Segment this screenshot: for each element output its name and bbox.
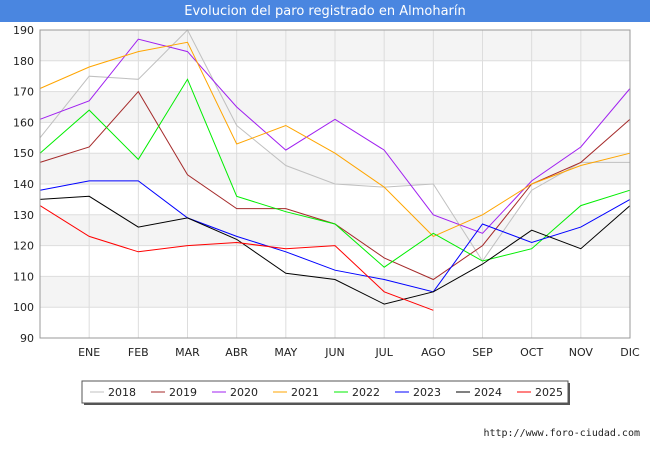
plot-frame — [39, 29, 631, 339]
legend-label-2024: 2024 — [474, 386, 502, 399]
series-line-2023 — [39, 180, 631, 293]
axes — [39, 29, 631, 339]
series-line-2025 — [39, 205, 434, 311]
x-tick-label: AGO — [421, 346, 446, 359]
y-tick-label: 90 — [20, 332, 34, 345]
y-tick-label: 190 — [13, 24, 34, 37]
x-tick-label: DIC — [620, 346, 640, 359]
legend-label-2020: 2020 — [230, 386, 258, 399]
legend-box — [81, 380, 569, 404]
y-tick-label: 100 — [13, 301, 34, 314]
legend: 2018 2019 2020 2021 2022 2023 2024 2025 — [81, 380, 570, 405]
y-axis-ticks: 90 100 110 120 130 140 150 160 170 180 190 — [13, 24, 34, 345]
series-line-2021 — [39, 41, 631, 237]
y-tick-label: 140 — [13, 178, 34, 191]
y-tick-label: 160 — [13, 116, 34, 129]
legend-label-2025: 2025 — [535, 386, 563, 399]
y-tick-label: 170 — [13, 86, 34, 99]
x-tick-label: MAR — [175, 346, 200, 359]
series-line-2020 — [39, 38, 631, 234]
x-tick-label: OCT — [520, 346, 543, 359]
legend-label-2023: 2023 — [413, 386, 441, 399]
y-tick-label: 110 — [13, 270, 34, 283]
y-tick-label: 120 — [13, 240, 34, 253]
legend-label-2018: 2018 — [108, 386, 136, 399]
series-line-2024 — [39, 195, 631, 305]
legend-label-2022: 2022 — [352, 386, 380, 399]
series-line-2018 — [39, 29, 630, 262]
x-tick-label: JUL — [374, 346, 393, 359]
x-tick-label: MAY — [274, 346, 297, 359]
series-line-2022 — [39, 78, 631, 268]
x-tick-label: NOV — [569, 346, 594, 359]
legend-label-2019: 2019 — [169, 386, 197, 399]
source-url: http://www.foro-ciudad.com — [483, 428, 640, 439]
series-layer — [39, 29, 631, 311]
chart-title: Evolucion del paro registrado en Almohar… — [0, 0, 650, 22]
x-tick-label: FEB — [128, 346, 149, 359]
x-tick-label: JUN — [324, 346, 345, 359]
x-tick-label: ENE — [78, 346, 100, 359]
y-tick-label: 150 — [13, 147, 34, 160]
y-tick-label: 180 — [13, 55, 34, 68]
x-tick-label: ABR — [225, 346, 248, 359]
y-tick-label: 130 — [13, 209, 34, 222]
legend-label-2021: 2021 — [291, 386, 319, 399]
x-axis-ticks: ENE FEB MAR ABR MAY JUN JUL AGO SEP OCT NOV DIC — [78, 346, 640, 359]
x-tick-label: SEP — [472, 346, 493, 359]
